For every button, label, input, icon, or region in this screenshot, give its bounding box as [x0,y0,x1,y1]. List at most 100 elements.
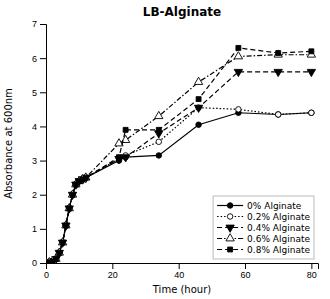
series-marker [60,240,66,246]
series-line [46,108,311,263]
series-marker [307,69,315,76]
series-marker [276,51,281,56]
tick-label: 5 [32,88,37,98]
series-marker [236,107,242,113]
tick-mark [40,263,46,264]
legend-marker [226,234,234,241]
tick-label: 60 [241,270,251,280]
series-marker [53,256,59,262]
series-marker [63,223,69,229]
series-marker [196,122,202,128]
series-marker [309,49,314,54]
tick-label: 20 [108,270,118,280]
y-axis-title: Absorbance at 600nm [3,88,14,199]
tick-label: 0 [32,258,37,268]
series-marker [62,221,70,228]
legend-marker [228,247,233,252]
x-axis: 0 20 40 60 80 [44,263,319,280]
tick-mark [311,263,312,269]
legend-item: 0.8% Alginate [217,245,310,255]
tick: 3 [32,156,46,166]
legend-marker [227,214,233,220]
chart: 0 20 40 60 80 0 1 2 3 4 5 6 7 0% Alginate0.2% Alginat… [0,0,330,299]
tick-mark [40,229,46,230]
x-axis-title: Time (hour) [152,284,211,295]
tick-mark [112,263,113,269]
legend-label: 0.2% Alginate [247,212,310,222]
tick-mark [40,161,46,162]
legend-label: 0% Alginate [247,201,302,211]
tick-mark [40,195,46,196]
series-marker [57,250,62,255]
legend-label: 0.8% Alginate [247,245,310,255]
series-marker [234,52,242,59]
tick-label: 40 [174,270,184,280]
legend-frame [213,196,314,259]
series-marker [66,206,72,212]
series-marker [156,139,162,145]
tick-label: 1 [32,224,37,234]
tick: 40 [174,263,184,280]
tick-label: 0 [44,270,49,280]
legend-marker [227,203,233,209]
series-marker [63,223,69,229]
series-marker [274,50,282,57]
tick: 60 [241,263,251,280]
legend-item: 0.4% Alginate [217,223,310,233]
tick-mark [245,263,246,269]
series-marker [57,250,63,256]
series-marker [57,250,63,256]
tick: 0 [44,263,49,280]
tick: 7 [32,19,46,29]
series-marker [117,155,122,160]
series-line [46,72,311,263]
tick: 4 [32,122,46,132]
tick-label: 4 [32,122,37,132]
series-marker [53,256,59,262]
series-marker [121,155,129,162]
series-marker [309,110,315,116]
tick-mark [40,58,46,59]
series-marker [274,69,282,76]
tick: 1 [32,224,46,234]
series-marker [83,175,88,180]
legend-label: 0.6% Alginate [247,234,310,244]
series-marker [83,175,89,181]
legend-item: 0% Alginate [217,201,302,211]
tick: 6 [32,54,46,64]
series-marker [67,206,72,211]
y-axis: 0 1 2 3 4 5 6 7 [32,19,47,268]
series-marker [65,204,73,211]
series-marker [275,112,281,118]
legend-item: 0.2% Alginate [217,212,310,222]
tick-mark [40,126,46,127]
tick: 5 [32,88,46,98]
tick: 0 [32,258,46,268]
series-marker [70,192,76,198]
series-line [46,55,311,263]
legend: 0% Alginate0.2% Alginate0.4% Alginate0.6… [213,196,314,259]
tick-label: 2 [32,190,37,200]
legend-item: 0.6% Alginate [217,234,310,244]
tick-mark [179,263,180,269]
series-marker [70,192,75,197]
series-marker [54,256,59,261]
series-marker [58,238,66,245]
series-marker [309,110,315,116]
tick-mark [40,24,46,25]
series-marker [194,77,202,84]
series-marker [236,45,241,50]
tick-label: 7 [32,19,37,29]
series-marker [194,105,202,112]
tick-mark [40,92,46,93]
series-marker [68,190,76,197]
tick-label: 80 [307,270,317,280]
series-marker [155,111,163,118]
tick: 2 [32,190,46,200]
series-marker [123,127,128,132]
series-marker [60,240,65,245]
series-marker [234,69,242,76]
series-marker [63,223,68,228]
series-marker [70,192,76,198]
tick-label: 6 [32,54,37,64]
